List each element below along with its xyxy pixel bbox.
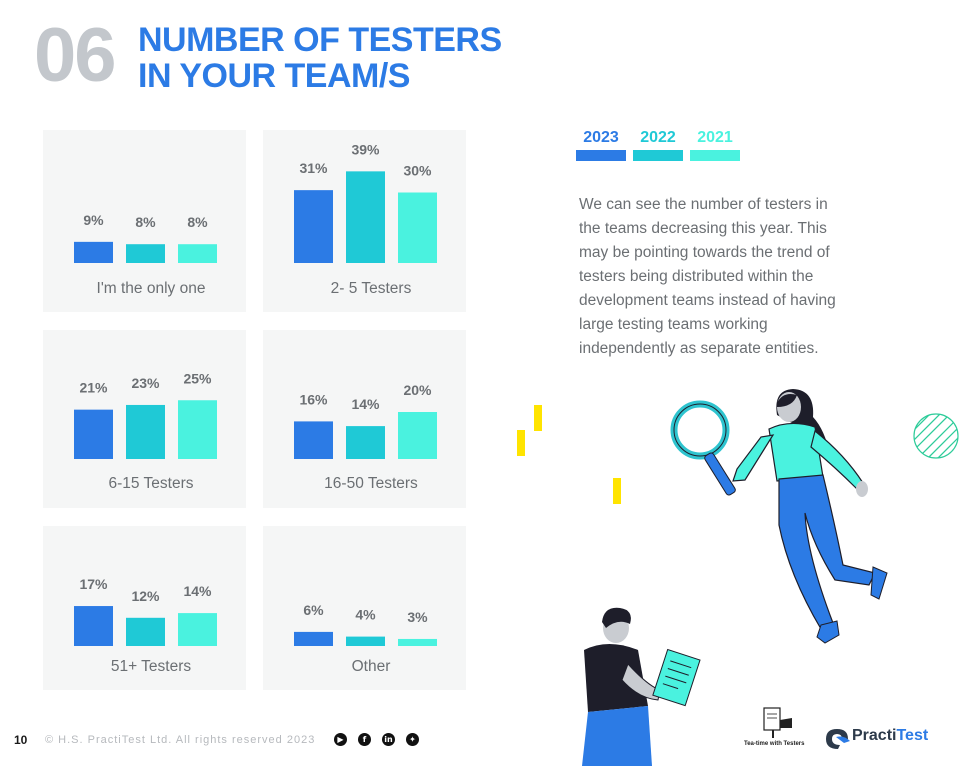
bar-6-15-testers-2021 [178,400,217,459]
bar-i-m-the-only-one-2021 [178,244,217,263]
bar-value-label-6-15-testers-2023: 21% [79,380,108,396]
linkedin-icon[interactable]: in [382,733,395,746]
legend-swatch-2022 [633,150,683,161]
bar-i-m-the-only-one-2022 [126,244,165,263]
legend-swatch-2021 [690,150,740,161]
facebook-icon[interactable]: f [358,733,371,746]
chart-panel-only-one [43,130,246,312]
title-line-1: NUMBER OF TESTERS [138,21,502,59]
bar-other-2023 [294,631,333,646]
bar-16-50-testers-2021 [398,412,437,459]
bar-value-label-i-m-the-only-one-2023: 9% [83,212,104,228]
practitest-logo-text: PractiTest [852,727,928,745]
bar-51-testers-2021 [178,613,217,646]
bar-value-label-2-5-testers-2021: 30% [403,163,432,179]
page-title: NUMBER OF TESTERS IN YOUR TEAM/S [138,22,502,94]
bar-value-label-16-50-testers-2022: 14% [351,396,380,412]
bar-6-15-testers-2022 [126,404,165,459]
legend-item-2023: 2023 [576,128,626,161]
bar-value-label-51-testers-2021: 14% [183,583,212,599]
bar-value-label-other-2022: 4% [355,607,376,623]
bar-value-label-16-50-testers-2023: 16% [299,391,328,407]
bar-other-2021 [398,638,437,646]
bar-value-label-51-testers-2023: 17% [79,576,108,592]
chart-title-16-50-testers: 16-50 Testers [324,475,418,492]
yellow-dash-marks [517,405,621,504]
chart-title-i-m-the-only-one: I'm the only one [97,280,206,297]
teatime-logo-icon [763,707,792,738]
bar-value-label-51-testers-2022: 12% [131,588,160,604]
description-text: We can see the number of testers in the … [579,196,836,357]
copyright-text: © H.S. PractiTest Ltd. All rights reserv… [45,734,316,746]
bar-16-50-testers-2022 [346,426,385,459]
bar-2-5-testers-2022 [346,171,385,263]
bar-i-m-the-only-one-2023 [74,241,113,263]
chart-title-6-15-testers: 6-15 Testers [108,475,193,492]
bar-value-label-other-2023: 6% [303,602,324,618]
bar-value-label-6-15-testers-2021: 25% [183,370,212,386]
bar-value-label-i-m-the-only-one-2021: 8% [187,214,208,230]
legend-label-2022: 2022 [640,129,676,146]
chart-title-other: Other [352,658,391,675]
chart-legend: 2023 2022 2021 [576,128,746,162]
chart-title-51-testers: 51+ Testers [111,658,192,675]
bar-51-testers-2022 [126,617,165,646]
bar-value-label-2-5-testers-2022: 39% [351,141,380,157]
chart-title-2-5-testers: 2- 5 Testers [331,280,412,297]
bar-value-label-16-50-testers-2021: 20% [403,382,432,398]
legend-label-2021: 2021 [697,129,733,146]
man-document-illustration [582,607,701,766]
woman-magnifier-illustration [670,389,888,644]
bar-value-label-i-m-the-only-one-2022: 8% [135,214,156,230]
bar-other-2022 [346,636,385,646]
teatime-logo-caption: Tea-time with Testers [744,741,805,747]
bar-16-50-testers-2023 [294,421,333,459]
legend-label-2023: 2023 [583,129,619,146]
bar-2-5-testers-2021 [398,192,437,263]
section-number: 06 [34,13,117,98]
bar-2-5-testers-2023 [294,190,333,263]
practitest-logo-part-b: Test [896,727,929,744]
chart-panel-other [263,526,466,690]
legend-item-2022: 2022 [633,128,683,161]
bar-51-testers-2023 [74,606,113,646]
bar-value-label-2-5-testers-2023: 31% [299,160,328,176]
page-number: 10 [14,733,28,747]
bar-value-label-6-15-testers-2022: 23% [131,375,160,391]
striped-circle-icon [913,413,959,459]
twitter-icon[interactable]: ✦ [406,733,419,746]
youtube-icon[interactable]: ▶ [334,733,347,746]
bar-6-15-testers-2023 [74,409,113,459]
legend-item-2021: 2021 [690,128,740,161]
practitest-logo-part-a: Practi [852,727,897,744]
title-line-2: IN YOUR TEAM/S [138,57,410,95]
bar-value-label-other-2021: 3% [407,609,428,625]
practitest-logo-icon [826,729,850,749]
legend-swatch-2023 [576,150,626,161]
